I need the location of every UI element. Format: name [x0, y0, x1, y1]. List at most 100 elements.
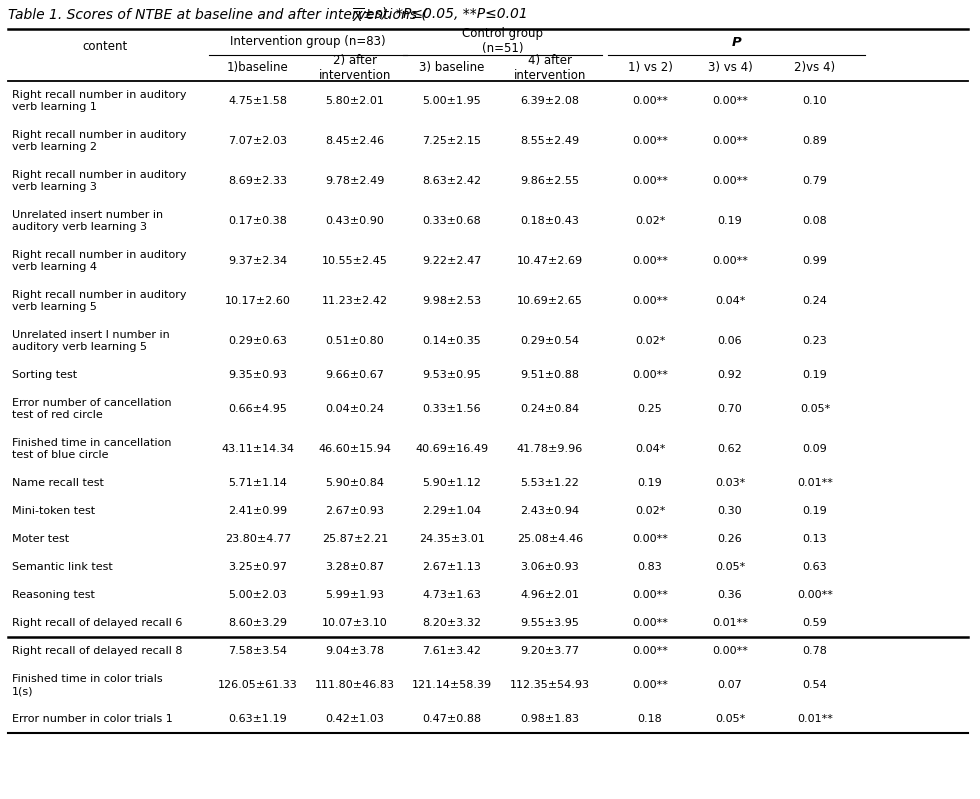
Text: 9.20±3.77: 9.20±3.77: [520, 646, 579, 656]
Text: 0.00**: 0.00**: [632, 370, 668, 380]
Text: 0.00**: 0.00**: [632, 534, 668, 544]
Text: 5.00±1.95: 5.00±1.95: [422, 96, 481, 106]
Text: 111.80±46.83: 111.80±46.83: [315, 680, 395, 690]
Text: 0.36: 0.36: [717, 590, 742, 600]
Text: 0.09: 0.09: [803, 444, 827, 454]
Text: 0.19: 0.19: [717, 216, 743, 226]
Text: 0.83: 0.83: [638, 562, 662, 572]
Text: 112.35±54.93: 112.35±54.93: [510, 680, 590, 690]
Text: P: P: [732, 35, 742, 49]
Text: Error number in color trials 1: Error number in color trials 1: [12, 714, 172, 724]
Text: 0.01**: 0.01**: [797, 478, 833, 488]
Text: 2)vs 4): 2)vs 4): [795, 62, 836, 74]
Text: 0.00**: 0.00**: [632, 646, 668, 656]
Text: 0.19: 0.19: [803, 370, 827, 380]
Text: 3) vs 4): 3) vs 4): [708, 62, 753, 74]
Text: 2.67±0.93: 2.67±0.93: [325, 506, 384, 516]
Text: 5.90±1.12: 5.90±1.12: [422, 478, 481, 488]
Text: 0.00**: 0.00**: [632, 96, 668, 106]
Text: 0.25: 0.25: [638, 404, 662, 414]
Text: 2.41±0.99: 2.41±0.99: [228, 506, 287, 516]
Text: 0.14±0.35: 0.14±0.35: [422, 336, 481, 346]
Text: 9.66±0.67: 9.66±0.67: [325, 370, 384, 380]
Text: 0.04±0.24: 0.04±0.24: [325, 404, 384, 414]
Text: Table 1. Scores of NTBE at baseline and after interventions (: Table 1. Scores of NTBE at baseline and …: [8, 7, 431, 21]
Text: 0.10: 0.10: [803, 96, 827, 106]
Text: 0.07: 0.07: [717, 680, 743, 690]
Text: 8.45±2.46: 8.45±2.46: [325, 136, 384, 146]
Text: 0.02*: 0.02*: [635, 506, 665, 516]
Text: 2.29±1.04: 2.29±1.04: [422, 506, 481, 516]
Text: Unrelated insert number in
auditory verb learning 3: Unrelated insert number in auditory verb…: [12, 210, 163, 232]
Text: 11.23±2.42: 11.23±2.42: [322, 296, 388, 306]
Text: Name recall test: Name recall test: [12, 478, 104, 488]
Text: 10.47±2.69: 10.47±2.69: [516, 256, 583, 266]
Text: 0.43±0.90: 0.43±0.90: [325, 216, 384, 226]
Text: Error number of cancellation
test of red circle: Error number of cancellation test of red…: [12, 398, 171, 420]
Text: 2.67±1.13: 2.67±1.13: [422, 562, 481, 572]
Text: 10.07±3.10: 10.07±3.10: [322, 618, 388, 628]
Text: 1) vs 2): 1) vs 2): [627, 62, 672, 74]
Text: 24.35±3.01: 24.35±3.01: [419, 534, 485, 544]
Text: 23.80±4.77: 23.80±4.77: [224, 534, 291, 544]
Text: content: content: [82, 41, 127, 54]
Text: 41.78±9.96: 41.78±9.96: [516, 444, 583, 454]
Text: 0.01**: 0.01**: [797, 714, 833, 724]
Text: 0.29±0.63: 0.29±0.63: [228, 336, 287, 346]
Text: 0.19: 0.19: [638, 478, 662, 488]
Text: 0.78: 0.78: [803, 646, 827, 656]
Text: 3.25±0.97: 3.25±0.97: [228, 562, 287, 572]
Text: 0.00**: 0.00**: [632, 176, 668, 186]
Text: 0.00**: 0.00**: [632, 256, 668, 266]
Text: 0.00**: 0.00**: [712, 176, 748, 186]
Text: 0.99: 0.99: [803, 256, 827, 266]
Text: Right recall number in auditory
verb learning 2: Right recall number in auditory verb lea…: [12, 130, 186, 152]
Text: 0.02*: 0.02*: [635, 216, 665, 226]
Text: 0.23: 0.23: [803, 336, 827, 346]
Text: Right recall of delayed recall 6: Right recall of delayed recall 6: [12, 618, 182, 628]
Text: 9.55±3.95: 9.55±3.95: [520, 618, 579, 628]
Text: 5.99±1.93: 5.99±1.93: [325, 590, 384, 600]
Text: Mini-token test: Mini-token test: [12, 506, 95, 516]
Text: $\overline{X}$: $\overline{X}$: [352, 7, 365, 26]
Text: 8.63±2.42: 8.63±2.42: [422, 176, 481, 186]
Text: 0.04*: 0.04*: [714, 296, 745, 306]
Text: 0.17±0.38: 0.17±0.38: [228, 216, 287, 226]
Text: 7.25±2.15: 7.25±2.15: [422, 136, 481, 146]
Text: 8.20±3.32: 8.20±3.32: [422, 618, 481, 628]
Text: 0.51±0.80: 0.51±0.80: [325, 336, 384, 346]
Text: 46.60±15.94: 46.60±15.94: [318, 444, 391, 454]
Text: 0.02*: 0.02*: [635, 336, 665, 346]
Text: 9.04±3.78: 9.04±3.78: [325, 646, 384, 656]
Text: 25.08±4.46: 25.08±4.46: [516, 534, 583, 544]
Text: 9.98±2.53: 9.98±2.53: [422, 296, 481, 306]
Text: Sorting test: Sorting test: [12, 370, 77, 380]
Text: Right recall number in auditory
verb learning 1: Right recall number in auditory verb lea…: [12, 90, 186, 112]
Text: 0.89: 0.89: [803, 136, 827, 146]
Text: 0.33±0.68: 0.33±0.68: [422, 216, 481, 226]
Text: 0.29±0.54: 0.29±0.54: [520, 336, 579, 346]
Text: 0.00**: 0.00**: [632, 590, 668, 600]
Text: 0.00**: 0.00**: [712, 646, 748, 656]
Text: 9.35±0.93: 9.35±0.93: [228, 370, 287, 380]
Text: 7.61±3.42: 7.61±3.42: [422, 646, 481, 656]
Text: 2.43±0.94: 2.43±0.94: [520, 506, 579, 516]
Text: 0.05*: 0.05*: [800, 404, 830, 414]
Text: 0.79: 0.79: [803, 176, 827, 186]
Text: 0.13: 0.13: [803, 534, 827, 544]
Text: 0.08: 0.08: [803, 216, 827, 226]
Text: 0.59: 0.59: [803, 618, 827, 628]
Text: Intervention group (n=83): Intervention group (n=83): [230, 35, 385, 49]
Text: 0.47±0.88: 0.47±0.88: [422, 714, 481, 724]
Text: 0.18: 0.18: [638, 714, 662, 724]
Text: 43.11±14.34: 43.11±14.34: [221, 444, 295, 454]
Text: 121.14±58.39: 121.14±58.39: [412, 680, 492, 690]
Text: 126.05±61.33: 126.05±61.33: [219, 680, 298, 690]
Text: 0.04*: 0.04*: [635, 444, 665, 454]
Text: 0.00**: 0.00**: [712, 96, 748, 106]
Text: 4.75±1.58: 4.75±1.58: [228, 96, 287, 106]
Text: 4.96±2.01: 4.96±2.01: [520, 590, 579, 600]
Text: 3) baseline: 3) baseline: [419, 62, 485, 74]
Text: 9.53±0.95: 9.53±0.95: [422, 370, 481, 380]
Text: Right recall number in auditory
verb learning 5: Right recall number in auditory verb lea…: [12, 290, 186, 312]
